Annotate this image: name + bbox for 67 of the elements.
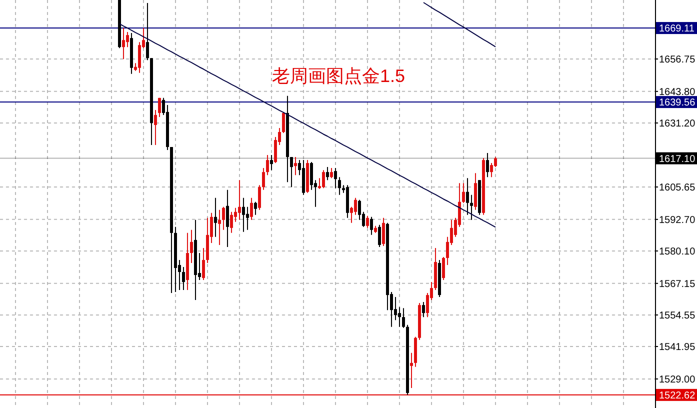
candlestick	[214, 197, 217, 238]
candlestick	[266, 154, 269, 176]
candlestick	[158, 97, 161, 118]
y-tick-label: 1541.95	[659, 342, 696, 354]
candlestick	[466, 178, 469, 216]
ref-line-label: 1669.11	[659, 24, 695, 35]
candlestick	[138, 42, 141, 74]
candlestick	[182, 266, 185, 291]
y-tick-label: 1656.75	[659, 54, 696, 66]
candlestick	[474, 172, 477, 210]
candlestick	[202, 247, 205, 281]
y-tick-label: 1631.20	[659, 118, 696, 130]
candlestick	[334, 168, 337, 189]
y-tick-label: 1554.55	[659, 310, 696, 322]
candlestick	[218, 209, 221, 246]
candlestick	[422, 302, 425, 318]
candlestick	[238, 180, 241, 220]
candlestick	[242, 197, 245, 232]
candlestick	[354, 197, 357, 216]
text: 老周画图点金1.5	[272, 66, 406, 86]
candlestick	[310, 162, 313, 190]
ref-line-label: 1522.62	[659, 390, 696, 402]
candlestick	[126, 32, 129, 48]
candlestick	[322, 170, 325, 189]
candlestick	[270, 154, 273, 171]
candlestick	[254, 201, 257, 216]
line-series	[423, 2, 496, 48]
candlestick	[294, 156, 297, 176]
candlestick	[338, 176, 341, 196]
candlestick	[410, 352, 413, 388]
candlestick	[490, 162, 493, 178]
candlestick	[486, 152, 489, 178]
candlestick	[370, 216, 373, 236]
y-tick-label: 1643.80	[659, 86, 696, 98]
line-series	[119, 23, 496, 228]
candlestick	[330, 168, 333, 179]
candlestick	[230, 211, 233, 234]
candlestick	[250, 197, 253, 220]
candlestick	[378, 224, 381, 248]
candlestick	[258, 184, 261, 210]
candlestick	[462, 182, 465, 204]
candlestick	[394, 296, 397, 321]
candlestick	[190, 229, 193, 264]
y-tick-label: 1605.65	[659, 182, 696, 194]
candlestick	[122, 28, 125, 60]
candlestick	[382, 217, 385, 246]
y-tick-label: 1592.70	[659, 214, 696, 226]
ref-line-label: 1639.56	[659, 98, 696, 109]
candlestick	[398, 306, 401, 328]
candlestick	[326, 166, 329, 181]
candlestick	[470, 194, 473, 220]
candlestick	[442, 256, 445, 281]
candlestick	[146, 2, 149, 61]
y-tick-label: 1529.00	[659, 374, 696, 386]
ref-line-label: 1617.10	[659, 154, 696, 165]
candlestick	[494, 156, 497, 168]
candlestick	[262, 168, 265, 190]
candlestick	[246, 206, 249, 230]
candlestick	[222, 206, 225, 230]
candlestick	[366, 215, 369, 228]
candlestick	[290, 156, 293, 188]
candlestick	[154, 109, 157, 146]
candlestick	[282, 111, 285, 134]
y-tick-label: 1567.15	[659, 278, 696, 290]
candlestick	[402, 308, 405, 328]
y-tick-label: 1580.10	[659, 246, 696, 258]
candlestick	[226, 189, 229, 248]
